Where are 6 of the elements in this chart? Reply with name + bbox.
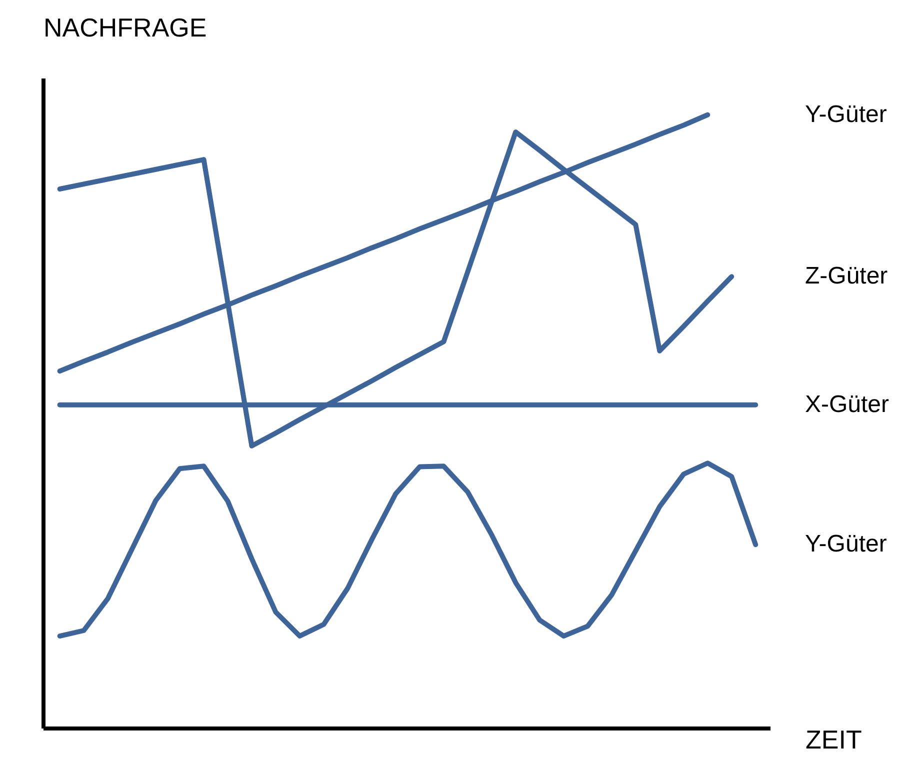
- text: X-Güter: [805, 390, 890, 418]
- y-axis-title: NACHFRAGE: [44, 12, 207, 42]
- text: Z-Güter: [805, 262, 888, 290]
- text: Y-Güter: [805, 530, 887, 558]
- x-axis-title: ZEIT: [806, 724, 862, 754]
- text: Y-Güter: [805, 100, 887, 128]
